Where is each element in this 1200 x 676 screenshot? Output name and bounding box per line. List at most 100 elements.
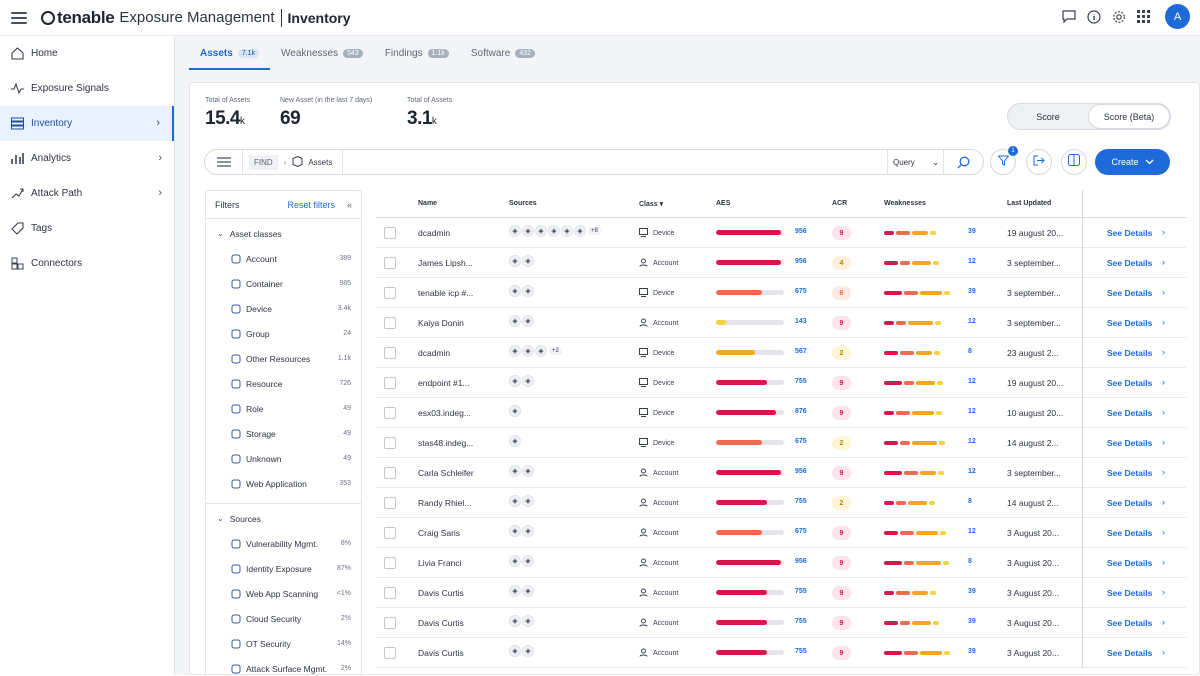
apps-grid-icon[interactable] bbox=[1136, 9, 1151, 24]
tab-software[interactable]: Software 432 bbox=[460, 36, 546, 70]
table-row[interactable]: esx03.indeg... ◈ Device 876 9 12 10 august 20.… bbox=[376, 397, 1186, 428]
table-row[interactable]: Kaiya Donin ◈ ◈ Account 143 9 12 3 september...… bbox=[376, 307, 1186, 338]
filter-item[interactable]: Role 49 bbox=[206, 396, 361, 421]
see-details-link[interactable]: See Details bbox=[1107, 618, 1153, 628]
asset-name[interactable]: Livia Franci bbox=[418, 558, 462, 568]
sources-section[interactable]: ⌄ Sources bbox=[206, 506, 361, 531]
weakness-count[interactable]: 12 bbox=[968, 318, 976, 325]
see-details-link[interactable]: See Details bbox=[1107, 318, 1153, 328]
asset-name[interactable]: Craig Saris bbox=[418, 528, 461, 538]
see-details-link[interactable]: See Details bbox=[1107, 558, 1153, 568]
chevron-right-icon[interactable]: › bbox=[1162, 437, 1165, 447]
tab-assets[interactable]: Assets 7.1k bbox=[189, 36, 271, 70]
weakness-count[interactable]: 12 bbox=[968, 408, 976, 415]
row-checkbox[interactable] bbox=[384, 527, 396, 539]
see-details-link[interactable]: See Details bbox=[1107, 468, 1153, 478]
asset-name[interactable]: Kaiya Donin bbox=[418, 318, 464, 328]
weakness-count[interactable]: 12 bbox=[968, 258, 976, 265]
see-details-link[interactable]: See Details bbox=[1107, 288, 1153, 298]
filter-item[interactable]: Web App Scanning <1% bbox=[206, 581, 361, 606]
export-button[interactable] bbox=[1026, 149, 1052, 175]
see-details-link[interactable]: See Details bbox=[1107, 378, 1153, 388]
see-details-link[interactable]: See Details bbox=[1107, 588, 1153, 598]
asset-name[interactable]: tenable icp #... bbox=[418, 288, 474, 298]
see-details-link[interactable]: See Details bbox=[1107, 528, 1153, 538]
col-aes[interactable]: AES bbox=[716, 200, 731, 207]
asset-name[interactable]: dcadmin bbox=[418, 228, 451, 238]
see-details-link[interactable]: See Details bbox=[1107, 498, 1153, 508]
tab-findings[interactable]: Findings 1.1k bbox=[374, 36, 460, 70]
sidebar-item-attack-path[interactable]: Attack Path › bbox=[0, 176, 174, 211]
more-sources-badge[interactable]: +8 bbox=[588, 227, 601, 235]
sidebar-item-connectors[interactable]: Connectors bbox=[0, 246, 174, 281]
sidebar-item-tags[interactable]: Tags bbox=[0, 211, 174, 246]
filter-item[interactable]: Other Resources 1.1k bbox=[206, 346, 361, 371]
sidebar-item-analytics[interactable]: Analytics › bbox=[0, 141, 174, 176]
table-row[interactable]: endpoint #1... ◈ ◈ Device 755 9 12 19 august 20… bbox=[376, 367, 1186, 398]
chevron-right-icon[interactable]: › bbox=[1162, 557, 1165, 567]
collapse-icon[interactable]: « bbox=[346, 199, 352, 210]
col-acr[interactable]: ACR bbox=[832, 200, 848, 207]
col-last-updated[interactable]: Last Updated bbox=[1007, 200, 1052, 207]
row-checkbox[interactable] bbox=[384, 467, 396, 479]
chevron-right-icon[interactable]: › bbox=[1162, 317, 1165, 327]
col-sources[interactable]: Sources bbox=[509, 200, 537, 207]
weakness-count[interactable]: 39 bbox=[968, 588, 976, 595]
weakness-count[interactable]: 39 bbox=[968, 228, 976, 235]
filter-item[interactable]: Storage 49 bbox=[206, 421, 361, 446]
filter-item[interactable]: OT Security 14% bbox=[206, 631, 361, 656]
chevron-right-icon[interactable]: › bbox=[1162, 527, 1165, 537]
menu-icon[interactable] bbox=[11, 11, 27, 24]
row-checkbox[interactable] bbox=[384, 257, 396, 269]
table-row[interactable]: stas48.indeg... ◈ Device 675 2 12 14 august 2.… bbox=[376, 427, 1186, 458]
more-sources-badge[interactable]: +2 bbox=[549, 347, 562, 355]
row-checkbox[interactable] bbox=[384, 287, 396, 299]
asset-classes-section[interactable]: ⌄ Asset classes bbox=[206, 221, 361, 246]
create-button[interactable]: Create bbox=[1095, 149, 1170, 175]
app-logo[interactable]: tenable Exposure Management Inventory bbox=[41, 8, 351, 28]
row-checkbox[interactable] bbox=[384, 347, 396, 359]
table-row[interactable]: Davis Curtis ◈ ◈ Account 755 9 39 3 August 20..… bbox=[376, 607, 1186, 638]
see-details-link[interactable]: See Details bbox=[1107, 648, 1153, 658]
filter-item[interactable]: Vulnerability Mgmt. 8% bbox=[206, 531, 361, 556]
chat-icon[interactable] bbox=[1061, 9, 1076, 24]
table-row[interactable]: dcadmin ◈ ◈ ◈ +2 Device 567 2 8 23 august 2... See… bbox=[376, 337, 1186, 368]
score-beta-option[interactable]: Score (Beta) bbox=[1088, 104, 1170, 129]
columns-button[interactable] bbox=[1061, 149, 1087, 175]
see-details-link[interactable]: See Details bbox=[1107, 408, 1153, 418]
see-details-link[interactable]: See Details bbox=[1107, 258, 1153, 268]
info-icon[interactable] bbox=[1086, 9, 1101, 24]
filter-item[interactable]: Cloud Security 2% bbox=[206, 606, 361, 631]
col-class[interactable]: Class ▾ bbox=[639, 201, 664, 208]
chevron-right-icon[interactable]: › bbox=[1162, 257, 1165, 267]
row-checkbox[interactable] bbox=[384, 557, 396, 569]
row-checkbox[interactable] bbox=[384, 587, 396, 599]
table-row[interactable]: Davis Curtis ◈ ◈ Account 755 9 39 3 August 20..… bbox=[376, 637, 1186, 668]
weakness-count[interactable]: 39 bbox=[968, 648, 976, 655]
row-checkbox[interactable] bbox=[384, 437, 396, 449]
filter-item[interactable]: Web Application 353 bbox=[206, 471, 361, 496]
row-checkbox[interactable] bbox=[384, 497, 396, 509]
row-checkbox[interactable] bbox=[384, 407, 396, 419]
weakness-count[interactable]: 39 bbox=[968, 618, 976, 625]
search-button[interactable] bbox=[943, 150, 983, 174]
chevron-right-icon[interactable]: › bbox=[1162, 227, 1165, 237]
asset-name[interactable]: Davis Curtis bbox=[418, 648, 464, 658]
sidebar-item-exposure-signals[interactable]: Exposure Signals bbox=[0, 71, 174, 106]
chevron-right-icon[interactable]: › bbox=[1162, 407, 1165, 417]
asset-name[interactable]: Carla Schleifer bbox=[418, 468, 474, 478]
row-checkbox[interactable] bbox=[384, 617, 396, 629]
sidebar-item-home[interactable]: Home bbox=[0, 36, 174, 71]
row-checkbox[interactable] bbox=[384, 317, 396, 329]
asset-name[interactable]: Davis Curtis bbox=[418, 618, 464, 628]
chevron-right-icon[interactable]: › bbox=[1162, 617, 1165, 627]
weakness-count[interactable]: 12 bbox=[968, 378, 976, 385]
table-row[interactable]: Carla Schleifer ◈ ◈ Account 956 9 12 3 septembe… bbox=[376, 457, 1186, 488]
see-details-link[interactable]: See Details bbox=[1107, 348, 1153, 358]
filter-item[interactable]: Resource 726 bbox=[206, 371, 361, 396]
weakness-count[interactable]: 8 bbox=[968, 348, 972, 355]
asset-name[interactable]: dcadmin bbox=[418, 348, 451, 358]
filter-item[interactable]: Account 389 bbox=[206, 246, 361, 271]
weakness-count[interactable]: 8 bbox=[968, 558, 972, 565]
filter-item[interactable]: Identity Exposure 87% bbox=[206, 556, 361, 581]
